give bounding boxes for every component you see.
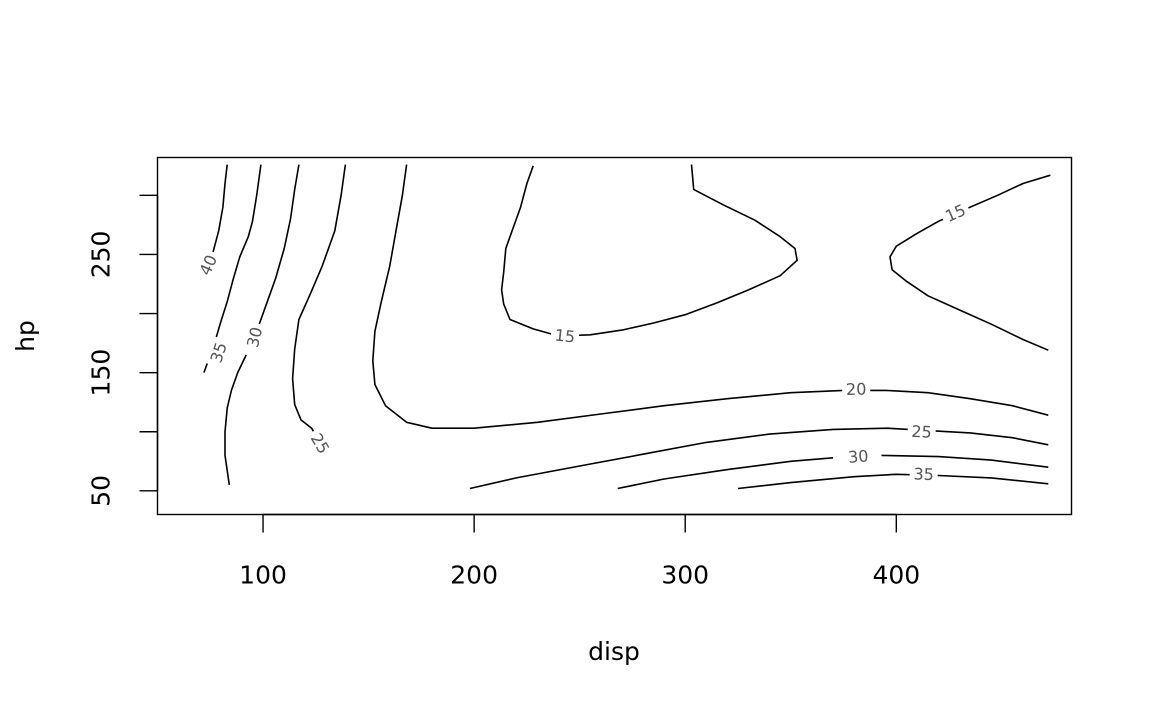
contour-label-15: 15 [554, 326, 576, 347]
contour-line-25-2 [469, 427, 1049, 490]
contour-label-bg [843, 445, 874, 468]
contour-label-bg [549, 324, 580, 348]
contour-line-20-1 [372, 164, 1049, 429]
contour-line-40-1 [207, 164, 228, 265]
x-tick-label: 100 [239, 561, 287, 590]
contour-label-30: 30 [847, 446, 869, 467]
contour-label-bg [909, 463, 939, 485]
y-tick-label: 250 [87, 231, 116, 279]
x-tick-label: 400 [872, 561, 920, 590]
contour-line-15-1 [500, 164, 798, 337]
x-tick-label: 300 [661, 561, 709, 590]
plot-frame [156, 156, 1073, 516]
contour-label-30: 30 [243, 325, 266, 349]
contour-label-25: 25 [911, 422, 932, 442]
x-axis: 100 200 300 400 [239, 513, 920, 590]
contour-lines [203, 164, 1051, 490]
contour-label-bg [241, 321, 268, 354]
y-tick-label: 50 [87, 475, 116, 507]
contour-line-30-4 [881, 454, 1049, 468]
contour-label-bg [193, 248, 224, 282]
contour-line-30-3 [617, 457, 834, 490]
y-tick-label: 150 [87, 349, 116, 397]
contour-label-bg [938, 198, 973, 228]
contour-line-30-2 [224, 354, 247, 486]
y-axis: 50 150 250 [87, 194, 159, 507]
x-axis-title: disp [588, 637, 640, 666]
contour-line-35-2 [737, 473, 1049, 490]
contour-label-bg [204, 336, 233, 369]
y-axis-title: hp [11, 320, 40, 352]
contour-label-35: 35 [913, 464, 934, 484]
contour-line-30-1 [253, 164, 300, 344]
contour-line-25-1 [291, 164, 347, 436]
contour-label-bg [841, 378, 871, 400]
contour-label-bg [907, 421, 937, 443]
contour-line-15-2 [889, 174, 1051, 351]
contour-label-20: 20 [846, 379, 867, 398]
x-tick-label: 200 [450, 561, 498, 590]
contour-label-bg [304, 426, 336, 461]
